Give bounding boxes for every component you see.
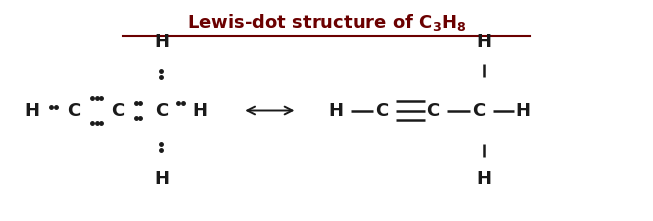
Text: C: C (426, 101, 439, 120)
Text: H: H (476, 32, 491, 51)
Text: H: H (328, 101, 343, 120)
Text: C: C (155, 101, 168, 120)
Text: C: C (472, 101, 485, 120)
Text: H: H (193, 101, 208, 120)
Text: H: H (476, 170, 491, 189)
Text: H: H (24, 101, 39, 120)
Text: H: H (515, 101, 530, 120)
Text: H: H (154, 32, 169, 51)
Text: H: H (154, 170, 169, 189)
Text: C: C (67, 101, 80, 120)
Text: C: C (112, 101, 125, 120)
Text: Lewis-dot structure of $\mathregular{C_3H_8}$: Lewis-dot structure of $\mathregular{C_3… (187, 12, 466, 33)
Text: C: C (375, 101, 388, 120)
